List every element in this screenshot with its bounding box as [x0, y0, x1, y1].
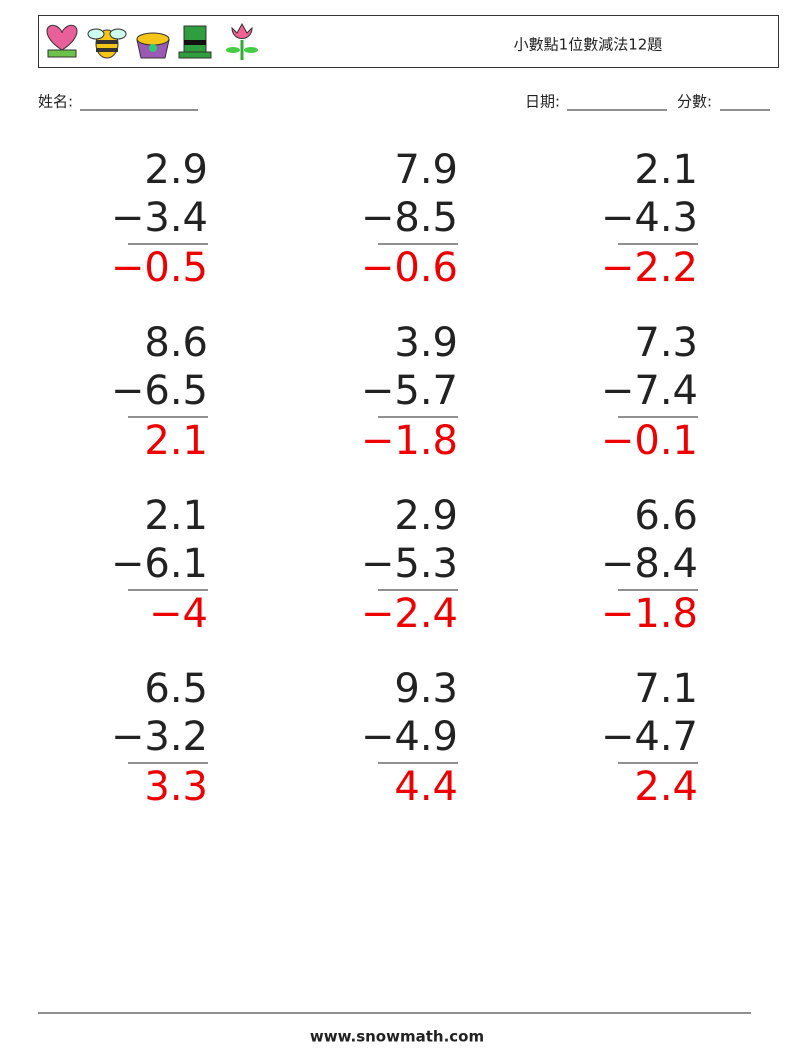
- header-box: [38, 15, 779, 68]
- answer: −0.5: [111, 245, 208, 291]
- title: 小數點1位數減法12題: [514, 36, 663, 54]
- top-number: 2.1: [144, 493, 208, 539]
- bottom-number: −6.5: [111, 368, 208, 414]
- bottom-number: −4.9: [361, 714, 458, 760]
- bottom-number: −8.4: [601, 541, 698, 587]
- top-number: 3.9: [394, 320, 458, 366]
- answer: −2.2: [601, 245, 698, 291]
- top-number: 7.9: [394, 147, 458, 193]
- bottom-number: −6.1: [111, 541, 208, 587]
- name-label: 姓名:: [38, 93, 73, 111]
- answer: −2.4: [361, 591, 458, 637]
- top-number: 8.6: [144, 320, 208, 366]
- top-number: 6.6: [634, 493, 698, 539]
- top-number: 6.5: [144, 666, 208, 712]
- answer: 3.3: [144, 764, 208, 810]
- bottom-number: −8.5: [361, 195, 458, 241]
- bottom-number: −4.7: [601, 714, 698, 760]
- score-label: 分數:: [677, 93, 712, 111]
- bottom-number: −7.4: [601, 368, 698, 414]
- top-number: 7.3: [634, 320, 698, 366]
- answer: −4: [149, 591, 208, 637]
- answer: 2.4: [634, 764, 698, 810]
- answer: −1.8: [601, 591, 698, 637]
- bottom-number: −3.4: [111, 195, 208, 241]
- bottom-number: −5.7: [361, 368, 458, 414]
- icons: [46, 22, 258, 60]
- top-number: 2.9: [394, 493, 458, 539]
- answer: 2.1: [144, 418, 208, 464]
- answer: −0.6: [361, 245, 458, 291]
- top-number: 2.9: [144, 147, 208, 193]
- answer: 4.4: [394, 764, 458, 810]
- bottom-number: −5.3: [361, 541, 458, 587]
- answer: −0.1: [601, 418, 698, 464]
- top-number: 2.1: [634, 147, 698, 193]
- top-number: 9.3: [394, 666, 458, 712]
- footer: www.snowmath.com: [310, 1028, 484, 1046]
- bottom-number: −4.3: [601, 195, 698, 241]
- bottom-number: −3.2: [111, 714, 208, 760]
- date-label: 日期:: [525, 93, 560, 111]
- top-number: 7.1: [634, 666, 698, 712]
- answer: −1.8: [361, 418, 458, 464]
